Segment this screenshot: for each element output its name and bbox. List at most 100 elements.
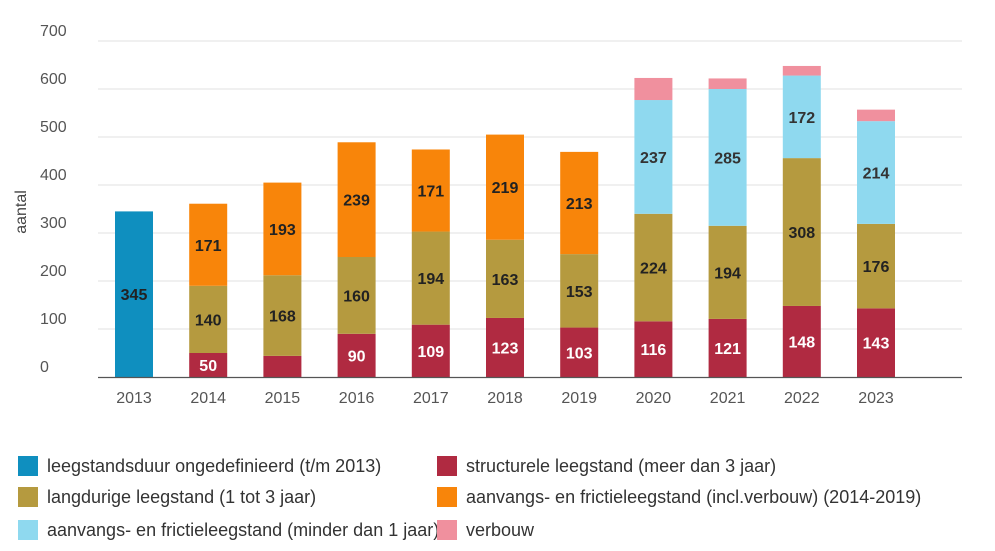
y-tick-label: 0: [40, 359, 49, 376]
data-label: 176: [863, 259, 890, 276]
data-label: 213: [566, 196, 593, 213]
data-label: 224: [640, 261, 667, 278]
bar-segment: [634, 213, 673, 322]
bar-segment: [560, 254, 599, 328]
bar-segment: [486, 239, 524, 318]
data-label: 237: [640, 150, 667, 167]
bar-segment: [560, 151, 599, 255]
y-tick-label: 600: [40, 71, 67, 88]
data-label: 308: [788, 225, 815, 242]
data-label: 193: [269, 222, 296, 239]
data-label: 194: [417, 271, 444, 288]
gridlines: [98, 40, 962, 330]
bar-segment: [263, 182, 302, 276]
bar-segment: [263, 275, 302, 356]
legend-label: aanvangs- en frictieleegstand (minder da…: [47, 520, 439, 540]
legend-swatch: [18, 456, 38, 476]
bar-segment: [634, 100, 673, 214]
y-tick-label: 200: [40, 263, 67, 280]
data-label: 172: [788, 110, 815, 127]
bar-segment: [189, 353, 228, 377]
data-label: 168: [269, 309, 296, 326]
bar-segment: [782, 305, 821, 377]
bar-segment: [857, 308, 895, 377]
bar-segment: [486, 317, 524, 377]
bar-segment: [189, 203, 228, 286]
bar-segment: [337, 257, 376, 334]
y-tick-label: 500: [40, 119, 67, 136]
bar-segment: [708, 78, 747, 89]
bar-segment: [857, 121, 895, 224]
data-label: 90: [348, 348, 366, 365]
bar-segment: [857, 223, 895, 309]
legend-swatch: [437, 520, 457, 540]
data-label: 239: [343, 193, 370, 210]
bar-segment: [189, 285, 228, 353]
y-tick-label: 100: [40, 311, 67, 328]
bar-segment: [411, 324, 450, 377]
x-tick-label: 2018: [487, 390, 523, 407]
y-tick-label: 400: [40, 167, 67, 184]
data-label: 160: [343, 288, 370, 305]
y-tick-label: 300: [40, 215, 67, 232]
data-labels: 345 50 140 171 168 193 90 160 239 109 194 171 123 163…: [121, 110, 890, 375]
bars: [115, 65, 895, 377]
bar-segment: [560, 327, 599, 377]
data-label: 163: [492, 272, 519, 289]
bar-segment: [782, 158, 821, 306]
x-tick-label: 2017: [413, 390, 449, 407]
data-label: 194: [714, 265, 741, 282]
bar-segment: [337, 142, 376, 257]
data-label: 121: [714, 341, 741, 358]
legend-label: leegstandsduur ongedefinieerd (t/m 2013): [47, 456, 381, 476]
data-label: 285: [714, 150, 741, 167]
bar-segment: [708, 225, 747, 319]
legend-swatch: [437, 487, 457, 507]
legend-label: langdurige leegstand (1 tot 3 jaar): [47, 487, 316, 507]
y-tick-label: 700: [40, 23, 67, 40]
x-tick-label: 2019: [561, 390, 597, 407]
y-axis-ticks: 0 100 200 300 400 500 600 700: [40, 23, 67, 376]
legend-label: verbouw: [466, 520, 535, 540]
x-axis-ticks: 2013 2014 2015 2016 2017 2018 2019 2020 2021 2022…: [116, 390, 894, 407]
data-label: 148: [788, 334, 815, 351]
legend: leegstandsduur ongedefinieerd (t/m 2013)…: [18, 456, 921, 540]
x-tick-label: 2021: [710, 390, 746, 407]
bar-segment: [708, 318, 747, 377]
data-label: 140: [195, 312, 222, 329]
bar-segment: [411, 231, 450, 325]
data-label: 109: [417, 344, 444, 361]
data-label: 214: [863, 166, 890, 183]
data-label: 103: [566, 345, 593, 362]
x-tick-label: 2016: [339, 390, 375, 407]
bar-segment: [115, 211, 153, 377]
x-tick-label: 2020: [636, 390, 672, 407]
bar-segment: [782, 65, 821, 76]
data-label: 116: [640, 342, 666, 359]
bar-segment: [708, 89, 747, 226]
x-tick-label: 2015: [265, 390, 301, 407]
bar-segment: [263, 355, 302, 377]
data-label: 345: [121, 287, 148, 304]
x-tick-label: 2013: [116, 390, 152, 407]
x-tick-label: 2014: [190, 390, 226, 407]
legend-swatch: [18, 520, 38, 540]
bar-segment: [411, 149, 450, 232]
legend-label: structurele leegstand (meer dan 3 jaar): [466, 456, 776, 476]
legend-swatch: [18, 487, 38, 507]
y-axis-title: aantal: [13, 190, 30, 234]
bar-segment: [634, 321, 673, 377]
legend-label: aanvangs- en frictieleegstand (incl.verb…: [466, 487, 921, 507]
data-label: 171: [417, 184, 444, 201]
data-label: 171: [195, 238, 222, 255]
bar-segment: [782, 75, 821, 159]
data-label: 219: [492, 180, 519, 197]
bar-segment: [857, 109, 895, 122]
bar-segment: [337, 333, 376, 377]
data-label: 143: [863, 336, 890, 353]
bar-segment: [486, 134, 524, 240]
x-tick-label: 2023: [858, 390, 894, 407]
legend-swatch: [437, 456, 457, 476]
data-label: 123: [492, 340, 519, 357]
